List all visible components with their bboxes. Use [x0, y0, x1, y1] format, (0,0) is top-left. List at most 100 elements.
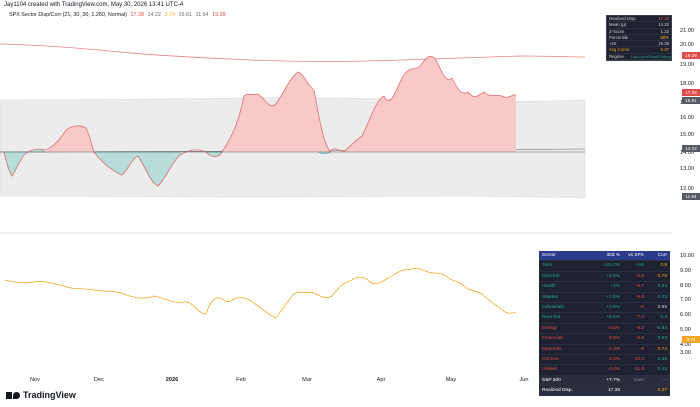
chart-credit: Jay1104 created with TradingView.com, Ma… [4, 2, 184, 8]
sector-cell-d30: 17.38 [607, 388, 620, 394]
sector-cell-d30: +1.6% [606, 304, 620, 310]
sector-row: S&P 500 +7.7% base — [539, 375, 670, 387]
lower-price-axis[interactable]: 10.00 9.00 8.00 7.00 6.00 5.00 4.00 3.00 [680, 253, 694, 356]
stats-key: +2σ [609, 41, 617, 47]
indicator-value: 14.22 [147, 12, 162, 18]
sector-table: Sector 30d % vs SPX Corr Tech +25.7% +18 0.8 Dis… [539, 251, 670, 397]
sector-cell-name: Comms [542, 356, 559, 362]
sector-row: Realized Disp. 17.38 0.37 [539, 386, 670, 397]
sector-cell-name: Tech [542, 263, 553, 269]
price-tag: 19.39 [682, 52, 700, 59]
price-tag: 3.74 [682, 336, 700, 343]
stats-row: Z-Score 1.22 [607, 29, 671, 35]
sector-cell-d30: -0.9% [607, 336, 620, 342]
tradingview-logo[interactable]: TradingView [6, 390, 76, 400]
sector-cell-vs: -5.9 [635, 294, 644, 300]
stats-row: Mean (μ) 14.22 [607, 22, 671, 29]
sector-cell-d30: +1.9% [606, 273, 620, 279]
stats-key: Z-Score [609, 28, 625, 34]
stats-row: Percentile 88% [607, 34, 671, 42]
sector-cell-d30: -2.6% [607, 356, 620, 362]
above-mean-area [44, 56, 516, 152]
sector-cell-d30: +2% [610, 284, 620, 290]
sector-row: Utilities -4.2% -11.9 0.12 [539, 365, 670, 376]
lower-axis-tick: 4.00 [680, 342, 691, 348]
stats-value: 14.22 [658, 22, 669, 28]
sector-cell-corr: 0.53 [657, 336, 667, 342]
stats-key: Percentile [609, 34, 629, 40]
sector-row: Health +2% -5.7 0.24 [539, 282, 670, 293]
price-tag: 17.38 [682, 89, 700, 96]
sector-cell-vs: -11.9 [633, 367, 644, 373]
price-tag: 11.64 [682, 193, 700, 200]
sector-cell-d30: -1.3% [607, 346, 620, 352]
stats-value: 0.37 [660, 47, 669, 53]
price-tag: 14.22 [682, 145, 700, 152]
time-axis-label: Nov [30, 377, 40, 383]
time-axis-label: 2026 [166, 377, 178, 383]
stats-value: 1.22 [660, 28, 669, 34]
lower-axis-tick: 9.00 [680, 268, 691, 274]
stats-value: Low Correl/Stock-Picking [631, 54, 672, 59]
sector-cell-vs: -6 [639, 304, 644, 310]
indicator-title: SPX Sector Disp/Corr (21, 30, 30, 1.260,… [9, 12, 128, 18]
stats-table: Realized Disp. 17.38 Mean (μ) 14.22 Z-Score 1… [606, 15, 672, 62]
sector-cell-d30: -4.2% [607, 367, 620, 373]
sector-row: Financials -0.9% -8.6 0.53 [539, 334, 670, 345]
upper-axis-tick: 21.00 [680, 28, 694, 34]
sector-cell-corr: — [662, 377, 667, 383]
sector-cell-name: Staples [542, 294, 558, 300]
sector-cell-d30: -0.5% [607, 325, 620, 331]
sector-cell-name: Real Est [542, 315, 561, 321]
stats-value: 88% [660, 34, 669, 40]
upper-axis-tick: 20.00 [680, 42, 694, 48]
price-tag: 16.81 [682, 97, 700, 104]
stats-key: Avg Correl. [609, 47, 631, 53]
sector-row: Real Est +0.4% -7.3 0.4 [539, 313, 670, 324]
sector-row: Staples +1.8% -5.9 0.03 [539, 293, 670, 303]
indicator-value: 3.74 [164, 12, 176, 18]
sector-cell-d30: +7.7% [606, 377, 620, 383]
stats-key: Mean (μ) [609, 22, 627, 28]
sector-cell-corr: 0.46 [657, 356, 667, 362]
upper-axis-tick: 18.00 [680, 81, 694, 87]
upper-band-line [0, 43, 586, 62]
sector-cell-vs: -8.2 [635, 325, 644, 331]
time-axis-label: Mar [302, 377, 312, 383]
sector-cell-vs: -7.3 [635, 315, 644, 321]
sector-cell-vs: -9 [639, 346, 644, 352]
stats-value: 17.38 [658, 16, 669, 21]
sector-cell-corr: 0.24 [657, 284, 667, 290]
sector-cell-name: Financials [542, 336, 564, 342]
indicator-legend[interactable]: SPX Sector Disp/Corr (21, 30, 30, 1.260,… [7, 12, 226, 18]
sector-cell-vs: +18 [635, 263, 644, 269]
sector-cell-name: S&P 500 [542, 377, 561, 383]
indicator-value: 16.81 [178, 12, 193, 18]
upper-axis-tick: 16.00 [680, 115, 694, 121]
upper-axis-tick: 15.00 [680, 132, 694, 138]
sector-cell-name: Discretn [542, 273, 560, 279]
correlation-line [3, 267, 517, 319]
sector-cell-d30: +1.8% [606, 294, 620, 300]
sector-cell-vs: -5.7 [635, 284, 644, 290]
sector-header-cell: 30d % [606, 253, 620, 258]
sector-cell-corr: -0.54 [656, 325, 667, 331]
dispersion-line [3, 55, 517, 187]
lower-axis-tick: 6.00 [680, 312, 691, 318]
sector-cell-name: Health [542, 284, 556, 290]
indicator-value: 11.64 [195, 12, 209, 18]
sector-cell-d30: +25.7% [603, 263, 620, 269]
sector-header-cell: Sector [542, 253, 556, 258]
lower-axis-tick: 7.00 [680, 297, 691, 303]
lower-axis-tick: 8.00 [680, 283, 691, 289]
stats-row: Avg Correl. 0.37 [607, 47, 671, 54]
time-axis-label: Dec [94, 377, 104, 383]
sector-cell-corr: 0.8 [660, 263, 667, 269]
indicator-value: 19.39 [212, 12, 226, 18]
sector-cell-vs: -5.8 [635, 273, 644, 279]
sector-row: Materials -1.3% -9 0.74 [539, 345, 670, 355]
sector-row: Comms -2.6% -10.3 0.46 [539, 355, 670, 366]
sector-cell-corr: 0.4 [660, 315, 667, 321]
sector-cell-d30: +0.4% [606, 315, 620, 321]
